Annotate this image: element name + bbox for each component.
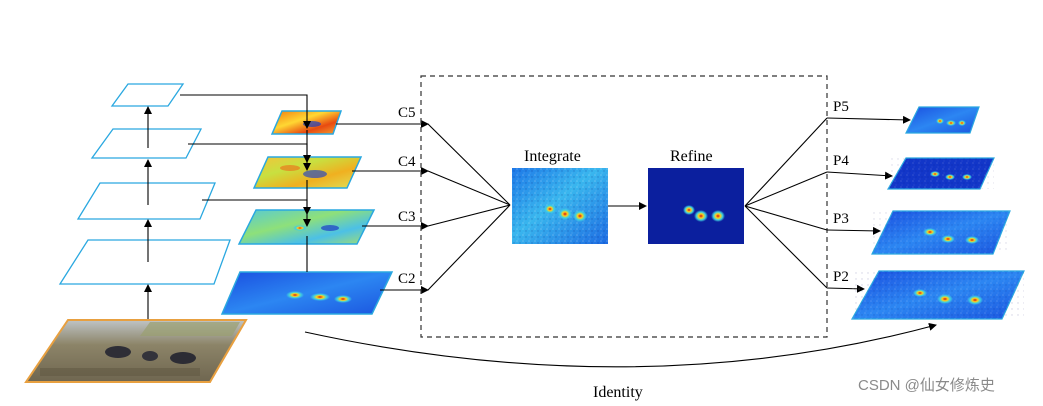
stage-labels: C5 C4 C3 C2 (398, 105, 416, 287)
backbone-layer-2 (58, 239, 231, 285)
label-c4: C4 (398, 154, 416, 170)
identity-connection (304, 322, 937, 368)
balanced-module-box (420, 75, 828, 338)
diverge-lines (744, 117, 828, 289)
backbone-layer-5 (110, 83, 185, 107)
identity-label: Identity (593, 384, 643, 401)
integrate-title: Integrate (524, 148, 581, 165)
refine-map (648, 168, 744, 244)
heatmap-c4 (252, 156, 363, 189)
refine-title: Refine (670, 148, 713, 165)
heatmap-p5 (905, 106, 980, 134)
backbone-layer-4 (90, 128, 203, 159)
watermark: CSDN @仙女修炼史 (858, 376, 995, 394)
label-c5: C5 (398, 105, 416, 121)
bird-1 (105, 346, 131, 358)
label-c3: C3 (398, 209, 416, 225)
stage-arrows (336, 120, 429, 294)
input-image (24, 319, 248, 383)
backbone-layer-3 (76, 182, 216, 220)
output-labels: P5 P4 P3 P2 (833, 99, 849, 285)
lateral-heatmaps (220, 110, 394, 315)
output-heatmaps (850, 106, 1025, 320)
label-p5: P5 (833, 99, 849, 115)
heatmap-p3 (871, 210, 1011, 255)
bird-3 (170, 352, 196, 364)
label-p3: P3 (833, 211, 849, 227)
converge-lines (427, 123, 511, 291)
heatmap-c2 (220, 271, 394, 315)
label-c2: C2 (398, 271, 416, 287)
bird-2 (142, 351, 158, 361)
lateral-connections (180, 94, 311, 272)
backbone-layers (58, 83, 231, 285)
integrate-map (512, 168, 608, 244)
heatmap-p2 (850, 270, 1025, 320)
output-arrows (826, 115, 911, 293)
heatmap-p4 (886, 157, 995, 190)
label-p2: P2 (833, 269, 849, 285)
label-p4: P4 (833, 153, 849, 169)
